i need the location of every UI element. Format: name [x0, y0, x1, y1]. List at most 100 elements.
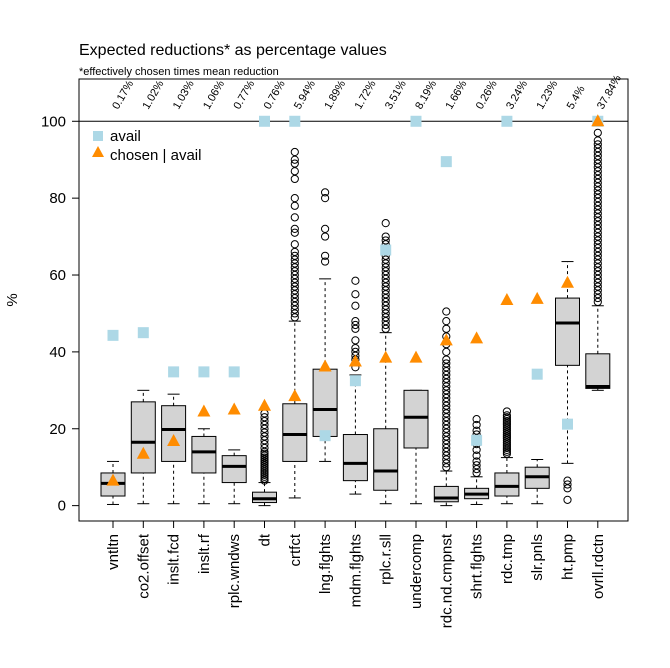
- x-tick-label: rplc.r.sll: [378, 534, 395, 585]
- markers-layer: [106, 114, 605, 486]
- outlier-point: [260, 413, 269, 422]
- outlier-point: [290, 159, 299, 168]
- percent-label: 1.02%: [141, 78, 167, 111]
- chosen-marker: [500, 293, 514, 305]
- avail-marker: [440, 156, 452, 168]
- percent-label: 3.51%: [383, 78, 409, 111]
- avail-marker: [410, 115, 422, 127]
- outlier-point: [321, 224, 330, 233]
- chosen-marker: [561, 275, 574, 288]
- chosen-marker: [288, 389, 302, 402]
- plot-frame: [78, 78, 629, 522]
- outlier-point: [442, 317, 451, 326]
- percent-label: 8.19%: [413, 78, 439, 111]
- chart-title: Expected reductions* as percentage value…: [79, 42, 387, 59]
- boxes-layer: [100, 117, 611, 507]
- box: [312, 368, 338, 437]
- chosen-marker: [439, 333, 453, 346]
- outlier-point: [472, 457, 481, 466]
- legend-chosen-marker: [92, 146, 104, 157]
- x-tick-label: undercomp: [408, 534, 425, 609]
- outlier-point: [290, 194, 299, 203]
- outlier-point: [563, 476, 572, 485]
- percent-label: 1.06%: [201, 78, 227, 111]
- x-tick-label: slr.pnls: [529, 534, 546, 581]
- chosen-marker: [258, 398, 271, 411]
- box: [373, 428, 399, 491]
- outlier-point: [442, 307, 451, 316]
- chosen-marker: [227, 402, 241, 415]
- outlier-point: [351, 336, 360, 345]
- chosen-marker: [318, 359, 332, 372]
- x-tick-label: shrt.flghts: [469, 534, 486, 599]
- percent-label: 1.03%: [171, 78, 197, 111]
- outlier-point: [290, 213, 299, 222]
- outlier-point: [290, 240, 299, 249]
- chosen-marker: [167, 434, 181, 447]
- outlier-point: [502, 411, 511, 420]
- outlier-point: [381, 219, 390, 228]
- x-tick-label: rdc.nd.cmpnst: [438, 533, 455, 628]
- outlier-point: [290, 228, 299, 237]
- chosen-marker: [409, 350, 423, 363]
- box: [130, 401, 156, 474]
- chosen-marker: [591, 114, 605, 127]
- outlier-point: [351, 320, 360, 330]
- box: [221, 455, 247, 484]
- legend-avail-marker: [93, 131, 103, 141]
- box: [191, 435, 217, 474]
- outlier-point: [321, 194, 330, 203]
- box: [585, 353, 611, 389]
- outlier-point: [321, 232, 330, 241]
- percent-label: 1.72%: [353, 78, 379, 111]
- chart-subtitle: *effectively chosen times mean reduction: [79, 66, 279, 78]
- box: [403, 389, 429, 449]
- legend-chosen-label: chosen | avail: [110, 147, 201, 164]
- outlier-point: [290, 251, 299, 260]
- outlier-point: [290, 167, 299, 176]
- box: [342, 434, 368, 482]
- avail-marker: [168, 366, 180, 378]
- outlier-point: [442, 347, 451, 356]
- chosen-marker: [530, 291, 544, 304]
- percent-label: 1.23%: [534, 78, 560, 111]
- box: [282, 403, 308, 462]
- chosen-marker: [348, 354, 362, 367]
- x-tick-label: rdc.tmp: [499, 534, 516, 584]
- y-axis-label: %: [4, 293, 21, 306]
- outlier-point: [381, 232, 390, 241]
- percent-label: 1.66%: [444, 78, 470, 111]
- percent-label: 5.4%: [565, 84, 588, 112]
- outlier-point: [381, 236, 390, 245]
- box: [555, 297, 580, 366]
- avail-marker: [380, 244, 392, 256]
- outlier-point: [290, 224, 299, 233]
- avail-marker: [531, 368, 543, 380]
- chosen-marker: [197, 404, 211, 417]
- percent-label: 3.24%: [504, 78, 530, 111]
- outlier-point: [321, 251, 330, 260]
- x-tick-label: lng.flghts: [317, 534, 334, 594]
- outlier-point: [472, 445, 481, 454]
- avail-marker: [501, 115, 513, 127]
- percent-label: 1.89%: [322, 78, 348, 111]
- outlier-point: [351, 301, 360, 310]
- box: [433, 485, 459, 503]
- x-axis: vntltn co2.offset inslt.fcd inslt.rf rplc.wn…: [105, 521, 607, 628]
- outlier-point: [472, 420, 481, 430]
- y-tick-label: 60: [49, 267, 66, 284]
- outlier-point: [472, 415, 481, 424]
- outlier-point: [351, 290, 360, 299]
- x-tick-label: co2.offset: [135, 533, 152, 599]
- x-tick-label: vntltn: [105, 534, 122, 570]
- outlier-point: [321, 188, 330, 197]
- outlier-point: [563, 480, 572, 489]
- y-tick-label: 0: [58, 498, 66, 515]
- outlier-point: [472, 451, 481, 460]
- outlier-point: [502, 407, 511, 416]
- legend: avail chosen | avail: [92, 128, 201, 164]
- avail-marker: [289, 115, 301, 127]
- outlier-point: [321, 257, 330, 266]
- x-tick-label: inslt.fcd: [166, 534, 183, 585]
